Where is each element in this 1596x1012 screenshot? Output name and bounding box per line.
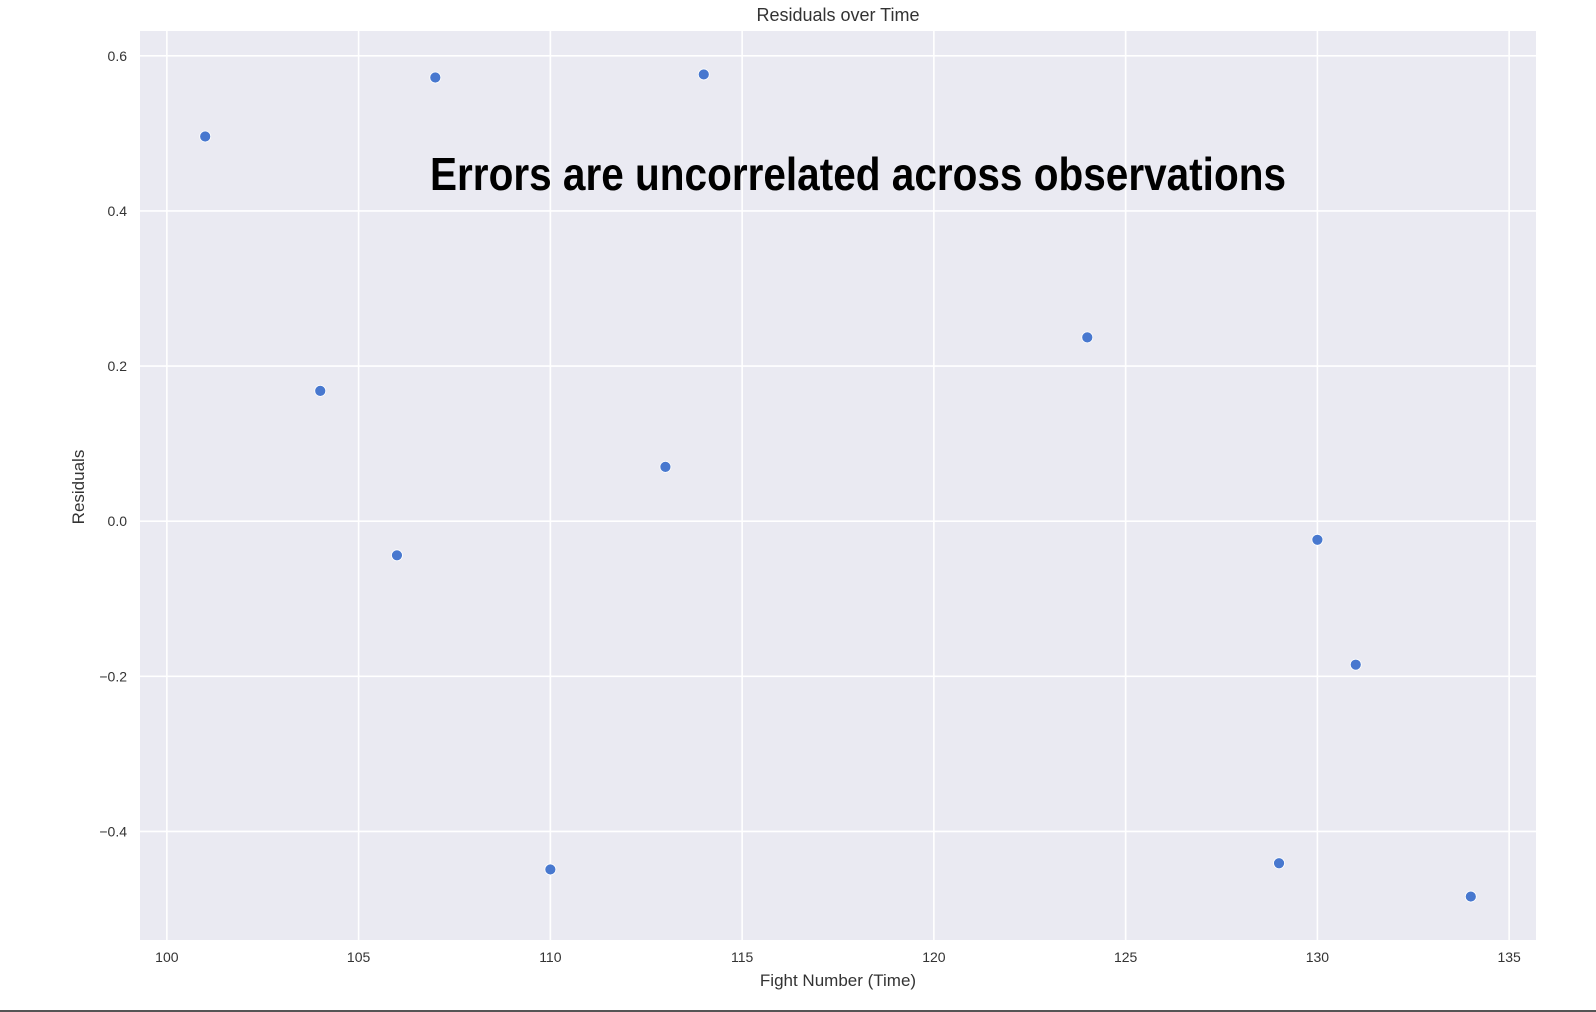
gridlines (140, 31, 1536, 940)
chart-annotation: Errors are uncorrelated across observati… (430, 148, 1286, 200)
x-axis-label: Fight Number (Time) (760, 971, 916, 990)
x-tick-label: 120 (922, 949, 946, 965)
data-point (429, 71, 442, 84)
y-axis-label: Residuals (69, 450, 88, 525)
data-point (199, 130, 212, 143)
y-tick-label: −0.2 (99, 668, 127, 684)
x-tick-label: 135 (1497, 949, 1521, 965)
y-tick-label: 0.6 (108, 48, 128, 64)
x-tick-label: 105 (347, 949, 371, 965)
data-point (391, 549, 403, 562)
data-point (1081, 331, 1094, 344)
x-tick-label: 115 (731, 949, 754, 965)
data-point (544, 863, 557, 876)
data-point (1464, 890, 1477, 903)
y-tick-label: 0.0 (108, 513, 128, 529)
data-point (659, 460, 672, 473)
y-tick-label: −0.4 (99, 823, 127, 839)
data-point (1311, 533, 1324, 546)
x-tick-label: 100 (155, 949, 179, 965)
x-tick-label: 110 (539, 949, 562, 965)
y-tick-label: 0.4 (108, 203, 128, 219)
chart-title: Residuals over Time (756, 5, 919, 25)
data-point (1273, 857, 1285, 870)
y-tick-label: 0.2 (108, 358, 128, 374)
data-point (697, 68, 710, 81)
data-point (314, 384, 327, 397)
x-tick-label: 125 (1114, 949, 1138, 965)
tick-labels: 100 105 110 115 120 125 130 135 −0.4 −0.2 0.0 0.2 0.… (99, 48, 1521, 965)
data-points (199, 68, 1477, 903)
x-tick-label: 130 (1306, 949, 1330, 965)
plot-area (140, 31, 1536, 940)
data-point (1349, 658, 1362, 671)
